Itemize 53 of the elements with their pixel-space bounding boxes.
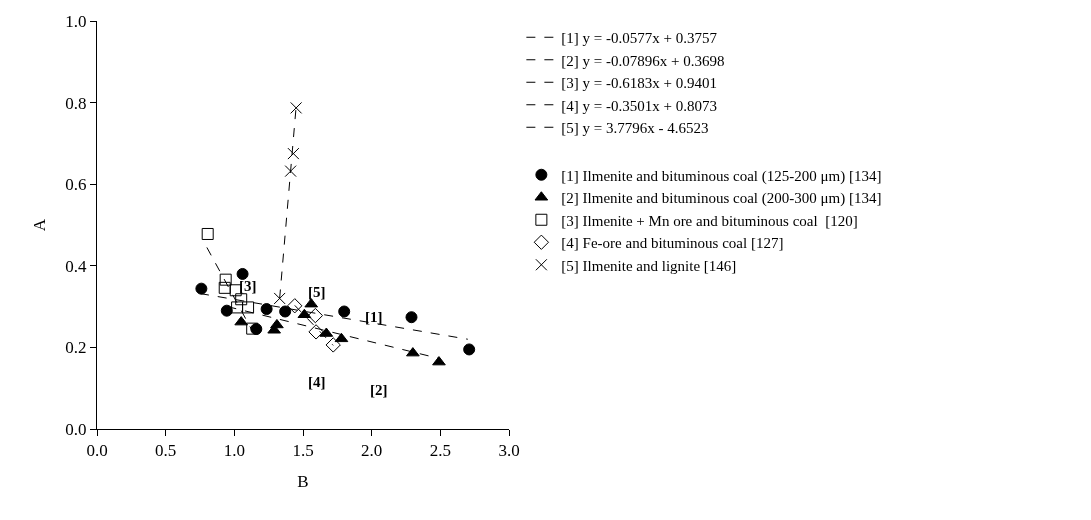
legend-label: [3] Ilmenite + Mn ore and bituminous coal [120] (561, 212, 858, 229)
point (338, 305, 351, 318)
point (406, 347, 420, 357)
legend-label: [1] Ilmenite and bituminous coal (125-200 μm) [134] (561, 167, 882, 185)
point (308, 324, 324, 340)
point (231, 301, 244, 314)
legend-label: [4] y = -0.3501x + 0.8073 (561, 97, 718, 114)
point (432, 356, 446, 366)
x-tick-label: 3.0 (498, 441, 520, 461)
legend-label: [3] y = -0.6183x + 0.9401 (561, 75, 718, 92)
y-tick-label: 0.8 (65, 93, 87, 113)
legend-label: [5] y = 3.7796x - 4.6523 (561, 120, 709, 137)
legend-label: [1] y = -0.0577x + 0.3757 (561, 30, 718, 47)
point (195, 282, 208, 295)
point (219, 273, 232, 286)
legend-label: [4] Fe-ore and bituminous coal [127] (561, 235, 784, 252)
annotation: [5] (308, 284, 326, 300)
y-tick-label: 0.0 (65, 419, 87, 439)
point (242, 301, 255, 314)
point (201, 227, 214, 240)
point (279, 305, 292, 318)
x-tick-label: 2.0 (361, 441, 383, 461)
y-tick-label: 0.4 (65, 256, 88, 276)
x-tick-label: 0.0 (86, 441, 108, 461)
point (246, 322, 259, 335)
legend-label: [2] Ilmenite and bituminous coal (200-300 μm) [134] (561, 190, 882, 208)
x-tick-label: 1.0 (223, 441, 245, 461)
point (218, 281, 231, 294)
annotation: [2] (370, 382, 388, 398)
point (287, 298, 303, 314)
annotation: [4] (308, 374, 326, 390)
point (334, 332, 349, 343)
y-axis-title: A (29, 218, 49, 232)
point (270, 318, 284, 329)
point (463, 343, 476, 356)
legend-label: [5] Ilmenite and lignite [146] (561, 257, 737, 274)
point (235, 293, 248, 306)
x-tick-label: 2.5 (429, 441, 451, 461)
point (307, 307, 324, 324)
point (220, 304, 233, 317)
x-tick-label: 1.5 (292, 441, 314, 461)
point (405, 311, 418, 324)
x-tick-label: 0.5 (155, 441, 177, 461)
annotation: [3] (239, 278, 257, 294)
annotation: [1] (365, 309, 383, 325)
y-tick-label: 0.2 (65, 338, 87, 358)
y-tick-label: 1.0 (65, 11, 87, 31)
y-tick-label: 0.6 (65, 175, 87, 195)
x-axis-title: B (297, 471, 309, 491)
point (236, 267, 249, 280)
point (260, 303, 273, 316)
legend-label: [2] y = -0.07896x + 0.3698 (561, 52, 725, 69)
point (325, 337, 341, 353)
